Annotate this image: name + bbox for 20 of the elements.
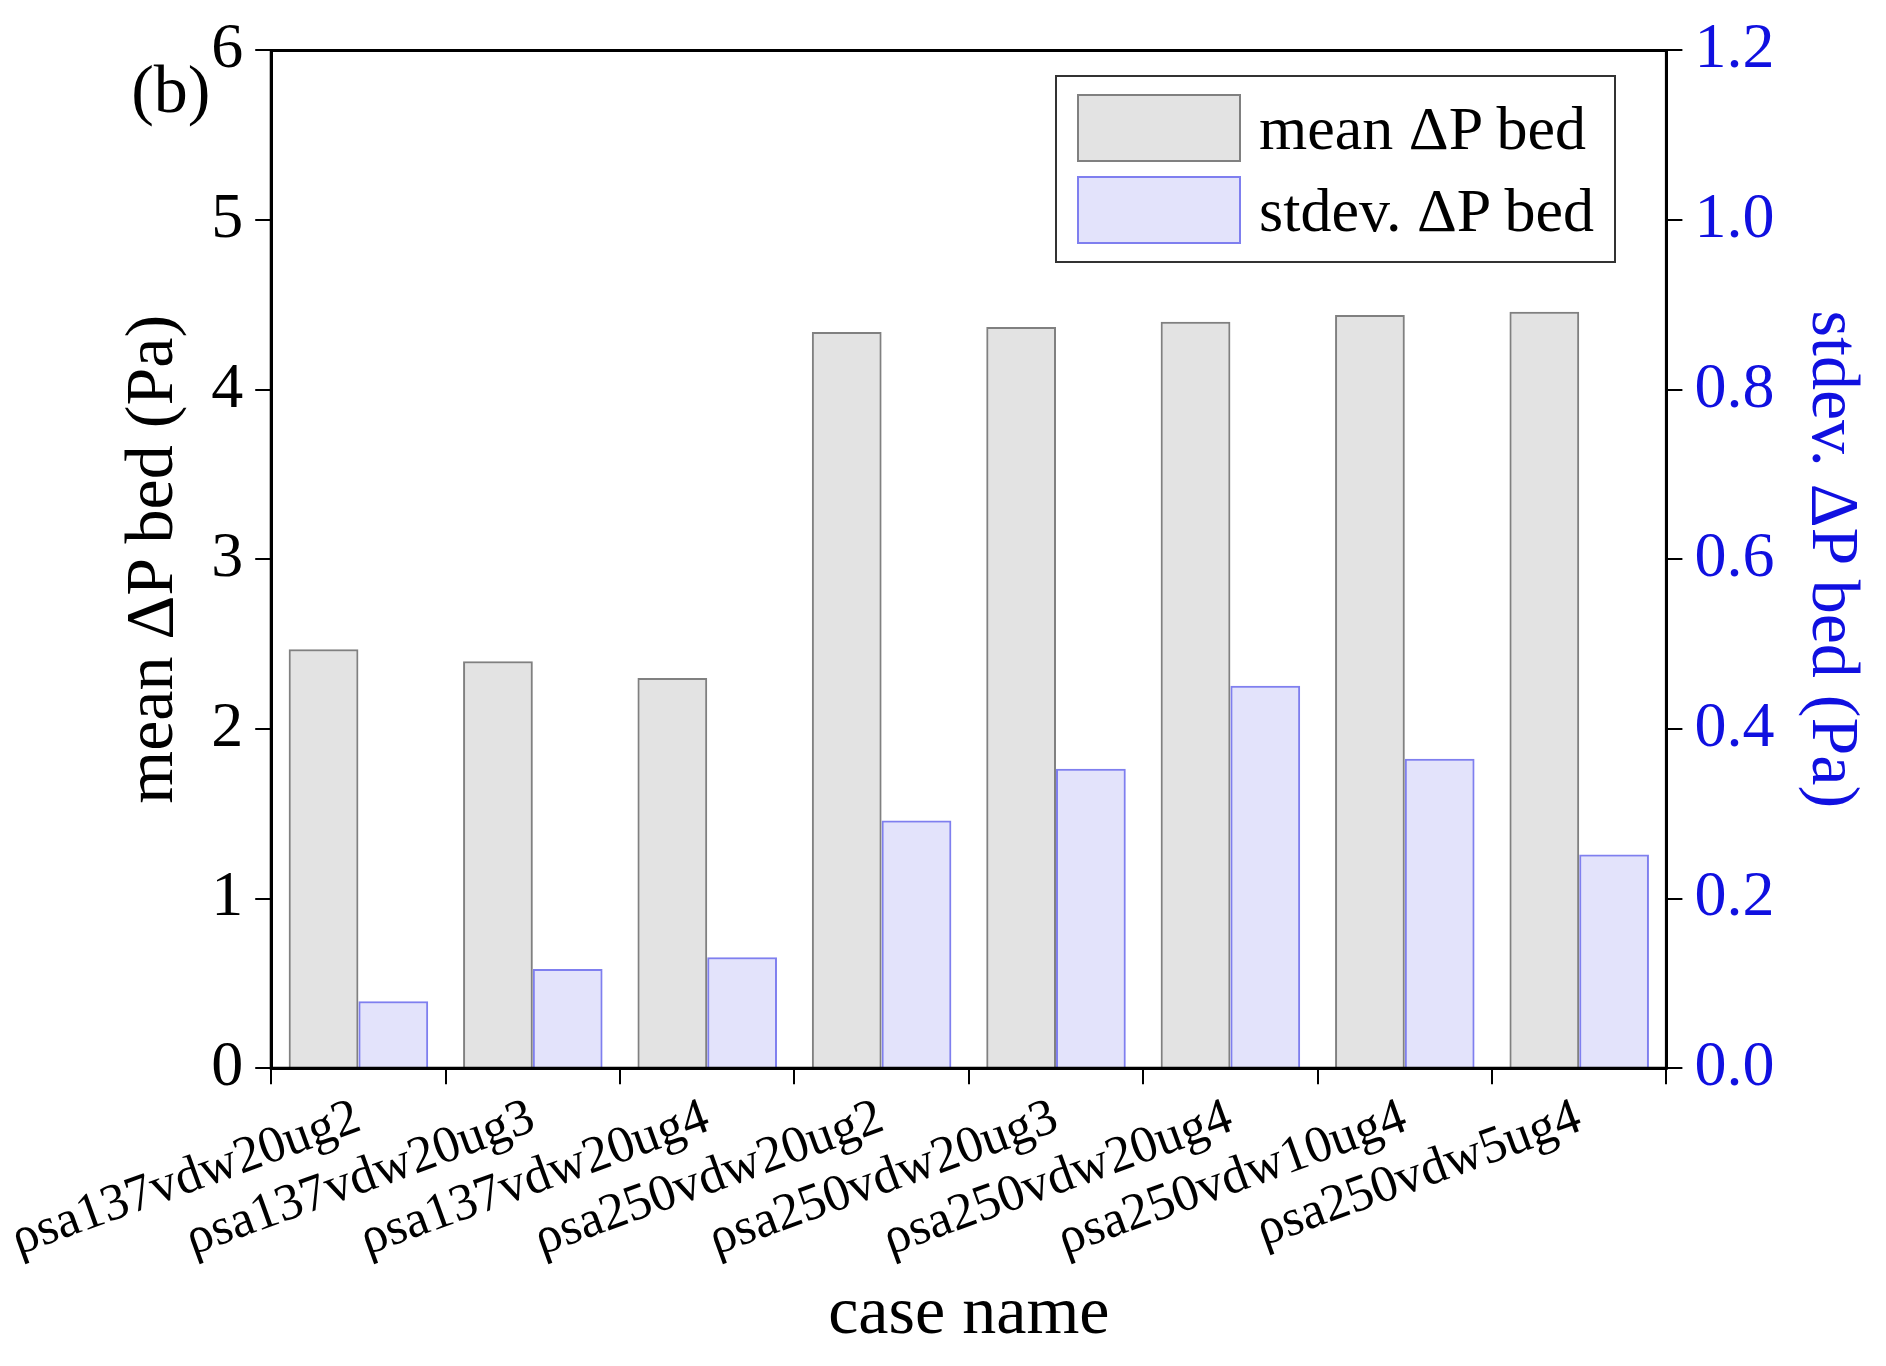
y2-axis-title: stdev. ΔP bed (Pa): [1798, 310, 1875, 809]
y2-tick-label: 0.8: [1694, 349, 1775, 421]
y2-tick-label: 1.0: [1694, 179, 1775, 251]
y-tick-label: 3: [211, 519, 244, 591]
y-tick-label: 4: [211, 349, 244, 421]
y-tick-label: 6: [211, 10, 244, 82]
y2-tick-label: 0.6: [1694, 519, 1775, 591]
y-axis-title: mean ΔP bed (Pa): [111, 314, 188, 804]
y2-tick-label: 1.2: [1694, 10, 1775, 82]
legend-label: stdev. ΔP bed: [1259, 175, 1594, 246]
y-tick-label: 5: [211, 179, 244, 251]
y-tick-label: 2: [211, 688, 244, 760]
x-axis-title: case name: [828, 1272, 1110, 1349]
chart-title: (b): [131, 51, 211, 128]
y-tick-label: 1: [211, 858, 244, 930]
y2-tick-label: 0.2: [1694, 858, 1775, 930]
y2-tick-label: 0.0: [1694, 1028, 1775, 1100]
y2-tick-label: 0.4: [1694, 688, 1775, 760]
y-tick-label: 0: [211, 1028, 244, 1100]
legend-label: mean ΔP bed: [1259, 93, 1586, 164]
